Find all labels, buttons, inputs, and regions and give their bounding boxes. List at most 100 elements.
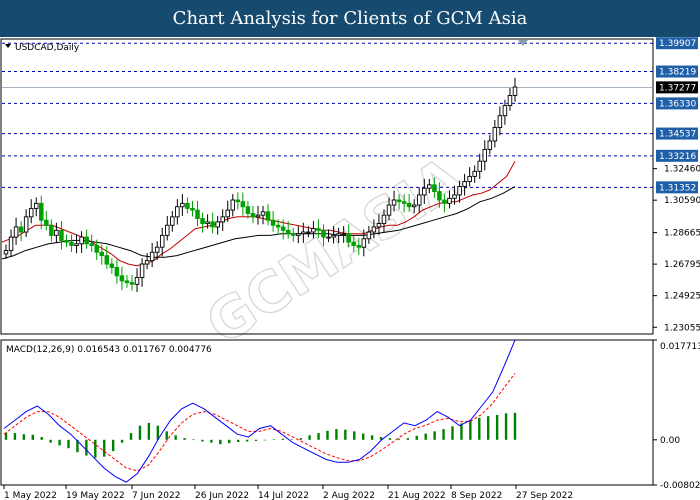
candle-body xyxy=(316,228,321,231)
candle-body xyxy=(366,231,372,240)
candle-body xyxy=(457,186,462,196)
candle-body xyxy=(33,202,39,209)
candle-body xyxy=(139,263,145,278)
candle-body xyxy=(64,239,69,243)
time-axis: 1 May 2022 19 May 2022 7 Jun 2022 26 Jun 20… xyxy=(3,485,573,500)
time-tick-label: 8 Sep 2022 xyxy=(451,491,502,500)
candle-body xyxy=(3,250,9,255)
candle-body xyxy=(341,233,346,236)
macd-title: MACD(12,26,9) 0.016543 0.011767 0.004776 xyxy=(6,345,212,355)
candle-body xyxy=(301,231,306,235)
candle-body xyxy=(321,229,326,238)
candle-body xyxy=(497,115,503,128)
horizontal-levels: 1.39907 1.38219 1.36330 1.34537 1.33216 1.313… xyxy=(2,37,698,194)
candle-body xyxy=(200,218,205,225)
candle-body xyxy=(502,105,508,117)
candle-body xyxy=(104,255,110,265)
candle-body xyxy=(69,241,74,246)
level-label: 1.39907 xyxy=(659,39,696,49)
watermark-text: GCMASIA xyxy=(195,145,475,358)
chart-symbol-label: USDCAD,Daily xyxy=(15,43,80,53)
candle-body xyxy=(129,282,135,285)
candle-body xyxy=(275,224,281,228)
candle-body xyxy=(291,233,296,236)
level-label-box xyxy=(656,127,698,140)
price-tick-label: 1.30590 xyxy=(664,196,700,206)
level-label-box xyxy=(656,149,698,162)
price-tick-label: 1.23055 xyxy=(664,323,700,333)
level-label: 1.36330 xyxy=(659,99,696,109)
candle-body xyxy=(114,266,120,277)
price-tick-label: 1.24925 xyxy=(664,292,700,302)
candle-body xyxy=(406,202,412,208)
candle-body xyxy=(442,199,447,204)
candle-body xyxy=(13,226,19,238)
watermark: GCMASIA xyxy=(195,144,476,359)
candle-body xyxy=(296,233,301,236)
candle-body xyxy=(512,86,518,96)
candle-body xyxy=(144,260,150,265)
candle-body xyxy=(230,199,236,211)
current-price-label: 1.37277 xyxy=(659,83,696,93)
candle-body xyxy=(452,194,457,199)
macd-tick-label: 0.00 xyxy=(660,436,680,446)
level-label: 1.31352 xyxy=(659,183,696,193)
price-tick-label: 1.32460 xyxy=(664,165,700,175)
candle-body xyxy=(225,209,230,218)
candle-body xyxy=(306,231,311,234)
candle-body xyxy=(149,251,155,262)
candle-body xyxy=(74,243,79,246)
candle-body xyxy=(311,228,316,233)
level-label: 1.38219 xyxy=(659,68,696,78)
symbol-dropdown-icon[interactable] xyxy=(5,44,11,48)
candle-body xyxy=(28,207,34,218)
candle-body xyxy=(175,206,180,218)
time-tick-label: 7 Jun 2022 xyxy=(132,491,180,500)
candle-body xyxy=(245,206,251,214)
candle-body xyxy=(422,187,427,196)
candle-body xyxy=(89,243,94,246)
candle-body xyxy=(240,201,246,208)
macd-lines xyxy=(3,339,516,483)
level-label-box xyxy=(656,181,698,194)
macd-signal-line xyxy=(3,372,516,472)
candle-body xyxy=(119,275,125,282)
candle-body xyxy=(351,241,356,246)
shift-marker-icon[interactable] xyxy=(518,40,528,46)
candle-body xyxy=(190,207,195,211)
candle-body xyxy=(507,95,513,107)
time-tick-label: 19 May 2022 xyxy=(66,491,125,500)
price-tick-label: 1.28665 xyxy=(664,229,700,239)
candle-body xyxy=(94,245,99,253)
candle-body xyxy=(477,160,482,172)
candle-body xyxy=(467,175,472,182)
candle-body xyxy=(215,221,220,228)
candle-body xyxy=(44,219,49,226)
price-axis: 1.23055 1.24925 1.26795 1.28665 1.30590 1.324… xyxy=(653,165,700,333)
candle-body xyxy=(346,233,351,243)
candle-body xyxy=(432,184,437,193)
time-tick-label: 2 Aug 2022 xyxy=(323,491,375,500)
current-price-box xyxy=(656,81,698,94)
candle-body xyxy=(270,219,276,226)
level-label-box xyxy=(656,97,698,110)
candle-body xyxy=(371,226,377,233)
price-tick-label: 1.26795 xyxy=(664,260,700,270)
candle-body xyxy=(265,211,271,221)
candle-body xyxy=(331,234,336,238)
candle-body xyxy=(472,170,477,177)
candle-body xyxy=(396,199,402,203)
candle-body xyxy=(170,216,175,226)
time-tick-label: 14 Jul 2022 xyxy=(258,491,309,500)
level-label: 1.33216 xyxy=(659,152,696,162)
candle-body xyxy=(482,148,488,162)
candle-body xyxy=(492,127,498,142)
macd-axis: 0.017713 0.00 -0.008021 xyxy=(653,339,700,491)
time-tick-label: 27 Sep 2022 xyxy=(516,491,573,500)
candle-body xyxy=(165,224,170,236)
candle-body xyxy=(427,184,432,189)
candle-body xyxy=(8,236,14,252)
candle-body xyxy=(99,251,105,257)
candle-body xyxy=(154,246,160,253)
level-label-box xyxy=(656,65,698,78)
